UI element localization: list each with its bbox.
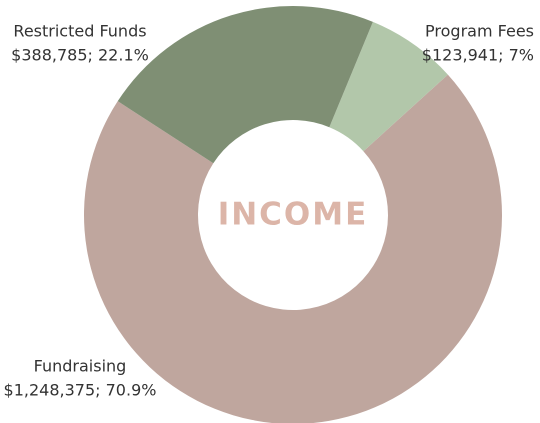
donut-slice (329, 21, 448, 152)
donut-slice (84, 74, 502, 423)
slice-value-label: $388,785; 22.1% (11, 46, 149, 65)
slice-value-label: $123,941; 7% (422, 46, 534, 65)
center-label: INCOME (218, 197, 369, 233)
slice-label: Fundraising (34, 357, 127, 376)
slice-label: Program Fees (425, 22, 534, 41)
donut-slice (117, 5, 373, 164)
slice-label: Restricted Funds (13, 22, 146, 41)
slice-value-label: $1,248,375; 70.9% (4, 381, 157, 400)
